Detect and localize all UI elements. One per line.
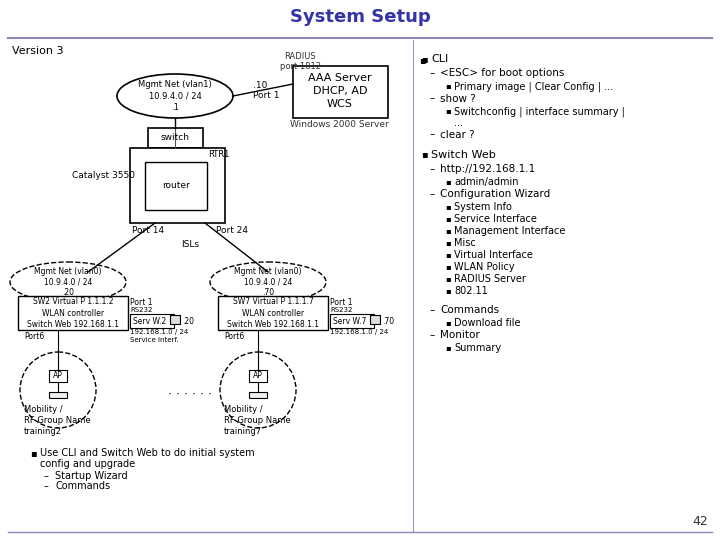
Text: ▪: ▪ <box>445 177 451 186</box>
FancyBboxPatch shape <box>145 162 207 210</box>
Text: AP: AP <box>253 372 263 381</box>
Text: ▪: ▪ <box>445 274 451 283</box>
Text: Port 1: Port 1 <box>130 298 153 307</box>
Text: ▪: ▪ <box>421 150 428 159</box>
Text: ...: ... <box>454 118 463 129</box>
Text: AP: AP <box>53 372 63 381</box>
Text: Mobility /
RF Group Name
training2: Mobility / RF Group Name training2 <box>24 405 91 436</box>
FancyBboxPatch shape <box>18 296 128 330</box>
Text: RTR1: RTR1 <box>208 150 230 159</box>
Text: ▪: ▪ <box>445 343 451 352</box>
Text: –: – <box>430 93 436 104</box>
Text: Commands: Commands <box>55 481 110 491</box>
Text: –: – <box>430 69 436 78</box>
Text: Port 1: Port 1 <box>253 91 279 99</box>
Text: Port 24: Port 24 <box>216 226 248 235</box>
Text: SW7 Virtual P 1.1.1.7
WLAN controller
Switch Web 192.168.1.1: SW7 Virtual P 1.1.1.7 WLAN controller Sw… <box>227 298 319 329</box>
Text: ▪: ▪ <box>445 262 451 271</box>
Text: ▪: ▪ <box>419 55 426 65</box>
FancyBboxPatch shape <box>148 128 203 148</box>
Text: WLAN Policy: WLAN Policy <box>454 262 515 272</box>
Text: 802.11: 802.11 <box>454 286 487 296</box>
Text: –: – <box>430 164 436 174</box>
Text: Download file: Download file <box>454 318 521 328</box>
Text: Monitor: Monitor <box>440 330 480 340</box>
Text: admin/admin: admin/admin <box>454 177 518 187</box>
Text: Port6: Port6 <box>24 332 44 341</box>
Text: 192.168.1.0 / 24: 192.168.1.0 / 24 <box>130 329 188 335</box>
Text: ▪: ▪ <box>445 226 451 235</box>
Text: –: – <box>430 130 436 139</box>
Text: Port 1: Port 1 <box>330 298 353 307</box>
Text: CLI: CLI <box>431 54 449 64</box>
Text: RS232: RS232 <box>130 307 153 313</box>
Text: Serv W.7: Serv W.7 <box>333 316 366 326</box>
Text: ▪: ▪ <box>445 318 451 327</box>
Text: ▪: ▪ <box>445 250 451 259</box>
Text: ▪: ▪ <box>445 106 451 116</box>
Text: . . . . . .: . . . . . . <box>168 383 212 396</box>
Text: Commands: Commands <box>440 305 499 315</box>
Text: –: – <box>430 330 436 340</box>
Text: 42: 42 <box>692 515 708 528</box>
Text: Mobility /
RF Group Name
training7: Mobility / RF Group Name training7 <box>224 405 291 436</box>
Text: .20: .20 <box>182 316 194 326</box>
Text: clear ?: clear ? <box>440 130 474 139</box>
FancyBboxPatch shape <box>330 314 374 328</box>
Text: Port 14: Port 14 <box>132 226 164 235</box>
FancyBboxPatch shape <box>249 370 267 382</box>
Circle shape <box>20 352 96 428</box>
Text: AAA Server
DHCP, AD
WCS: AAA Server DHCP, AD WCS <box>308 73 372 109</box>
Text: RADIUS
port 1812: RADIUS port 1812 <box>279 52 320 71</box>
Text: Startup Wizard: Startup Wizard <box>55 471 127 481</box>
Text: –: – <box>44 471 49 481</box>
Text: RS232: RS232 <box>330 307 352 313</box>
Text: 192.168.1.0 / 24: 192.168.1.0 / 24 <box>330 329 388 335</box>
FancyBboxPatch shape <box>130 148 225 223</box>
Text: Windows 2000 Server: Windows 2000 Server <box>290 120 389 129</box>
Text: ▪: ▪ <box>445 82 451 91</box>
Text: ▪: ▪ <box>421 54 428 64</box>
FancyBboxPatch shape <box>130 314 174 328</box>
Text: Port6: Port6 <box>224 332 244 341</box>
FancyBboxPatch shape <box>218 296 328 330</box>
FancyBboxPatch shape <box>293 66 388 118</box>
Text: RADIUS Server: RADIUS Server <box>454 274 526 284</box>
Text: ▪: ▪ <box>445 286 451 295</box>
Text: .10: .10 <box>253 82 267 91</box>
Text: ▪: ▪ <box>30 448 37 458</box>
Text: System Setup: System Setup <box>289 8 431 26</box>
Text: Version 3: Version 3 <box>12 46 63 56</box>
FancyBboxPatch shape <box>170 315 180 324</box>
Text: ISLs: ISLs <box>181 240 199 249</box>
Ellipse shape <box>10 262 126 302</box>
FancyBboxPatch shape <box>49 392 67 398</box>
FancyBboxPatch shape <box>370 315 380 324</box>
Text: Catalyst 3550: Catalyst 3550 <box>72 171 135 179</box>
Text: Mgmt Net (vlan1)
10.9.4.0 / 24
.1: Mgmt Net (vlan1) 10.9.4.0 / 24 .1 <box>138 80 212 112</box>
Circle shape <box>220 352 296 428</box>
Text: Summary: Summary <box>454 343 501 353</box>
Text: config and upgrade: config and upgrade <box>40 459 135 469</box>
Text: –: – <box>430 189 436 199</box>
Text: SW2 Virtual P 1.1.1.2
WLAN controller
Switch Web 192.168.1.1: SW2 Virtual P 1.1.1.2 WLAN controller Sw… <box>27 298 119 329</box>
Text: –: – <box>44 481 49 491</box>
Ellipse shape <box>117 74 233 118</box>
Text: System Info: System Info <box>454 202 512 212</box>
Text: –: – <box>430 305 436 315</box>
Text: ▪: ▪ <box>445 202 451 211</box>
Text: show ?: show ? <box>440 93 476 104</box>
Text: Primary image | Clear Config | ...: Primary image | Clear Config | ... <box>454 82 613 92</box>
Text: Switch Web: Switch Web <box>431 150 496 159</box>
Text: Management Interface: Management Interface <box>454 226 565 236</box>
FancyBboxPatch shape <box>49 370 67 382</box>
Text: ▪: ▪ <box>445 214 451 223</box>
Text: Serv W.2: Serv W.2 <box>133 316 166 326</box>
Text: Mgmt Net (vlan0)
10.9.4.0 / 24
.20: Mgmt Net (vlan0) 10.9.4.0 / 24 .20 <box>35 267 102 297</box>
FancyBboxPatch shape <box>249 392 267 398</box>
Text: .70: .70 <box>382 316 394 326</box>
Ellipse shape <box>210 262 326 302</box>
Text: Service Interf.: Service Interf. <box>130 337 179 343</box>
Text: Misc: Misc <box>454 238 476 248</box>
Text: Switchconfig | interface summary |: Switchconfig | interface summary | <box>454 106 625 117</box>
